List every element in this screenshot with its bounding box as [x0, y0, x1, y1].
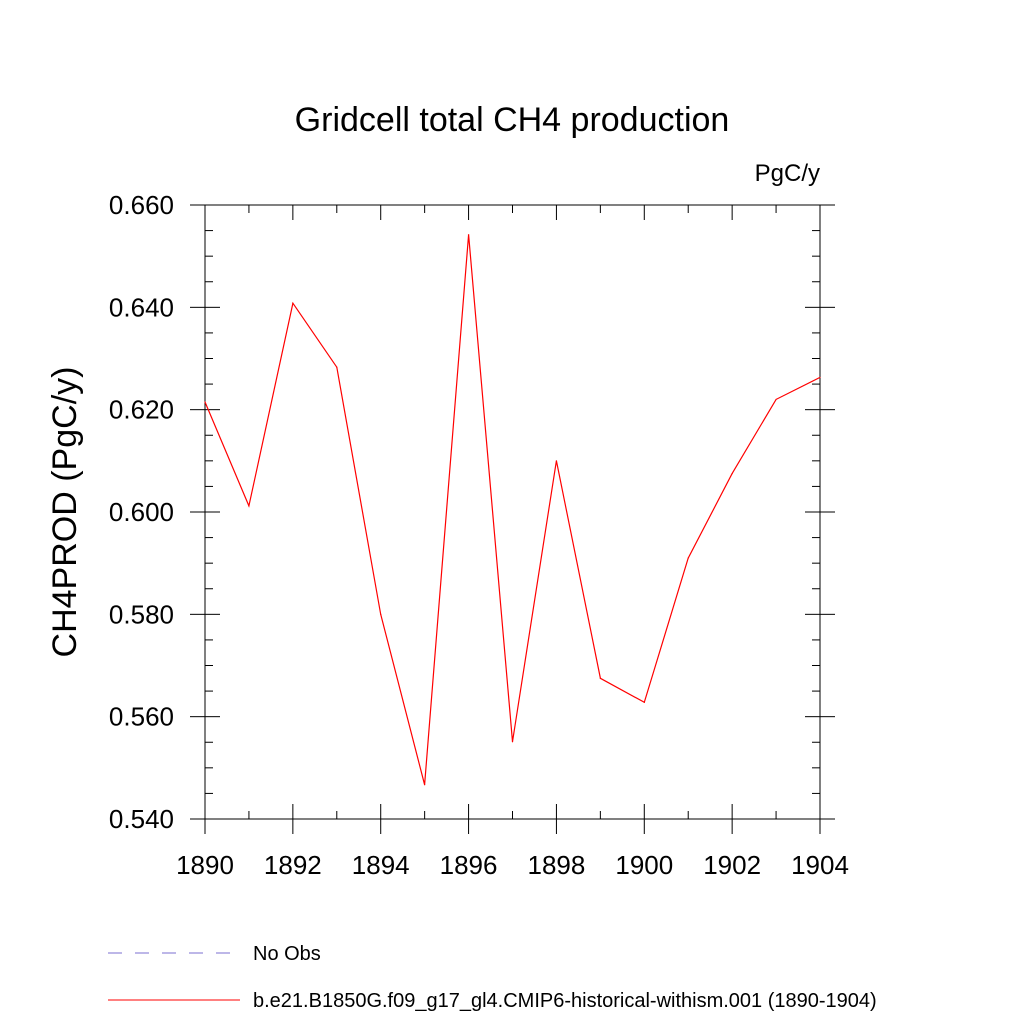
data-point [511, 741, 514, 743]
data-point [775, 398, 777, 401]
data-point [731, 473, 733, 475]
chart-title: Gridcell total CH4 production [295, 101, 730, 139]
y-tick-label: 0.640 [109, 292, 174, 322]
y-axis-label: CH4PROD (PgC/y) [46, 367, 84, 658]
data-point [467, 234, 470, 236]
x-tick-label: 1904 [791, 850, 849, 880]
plot-frame [204, 204, 821, 820]
data-point [555, 460, 558, 462]
data-point [248, 505, 250, 507]
legend-label-model-run: b.e21.B1850G.f09_g17_gl4.CMIP6-historica… [253, 990, 877, 1012]
data-point [336, 366, 338, 368]
y-tick-label: 0.600 [109, 497, 174, 527]
units-label: PgC/y [755, 160, 820, 187]
y-tick-label: 0.580 [109, 599, 174, 629]
axis-ticks: 1890 1892 1894 1896 1898 1900 1902 1904 0.540 0.5… [109, 190, 849, 880]
series-layer [204, 234, 821, 786]
y-tick-label: 0.540 [109, 804, 174, 834]
x-tick-label: 1892 [264, 850, 322, 880]
x-tick-label: 1894 [352, 850, 410, 880]
legend: No Obs b.e21.B1850G.f09_g17_gl4.CMIP6-hi… [108, 943, 877, 1012]
x-tick-label: 1890 [176, 850, 234, 880]
data-point [643, 701, 645, 703]
data-point [380, 613, 382, 615]
y-tick-label: 0.560 [109, 702, 174, 732]
data-point [819, 376, 821, 379]
data-point [599, 677, 601, 679]
x-tick-label: 1898 [528, 850, 586, 880]
y-tick-label: 0.660 [109, 190, 174, 220]
x-tick-label: 1900 [615, 850, 673, 880]
y-tick-label: 0.620 [109, 395, 174, 425]
data-point [424, 784, 426, 786]
x-tick-label: 1902 [703, 850, 761, 880]
x-tick-label: 1896 [440, 850, 498, 880]
legend-label-no-obs: No Obs [253, 943, 321, 965]
series-line [204, 234, 821, 785]
data-point [687, 557, 689, 559]
data-point [204, 401, 206, 403]
data-point [292, 302, 294, 304]
